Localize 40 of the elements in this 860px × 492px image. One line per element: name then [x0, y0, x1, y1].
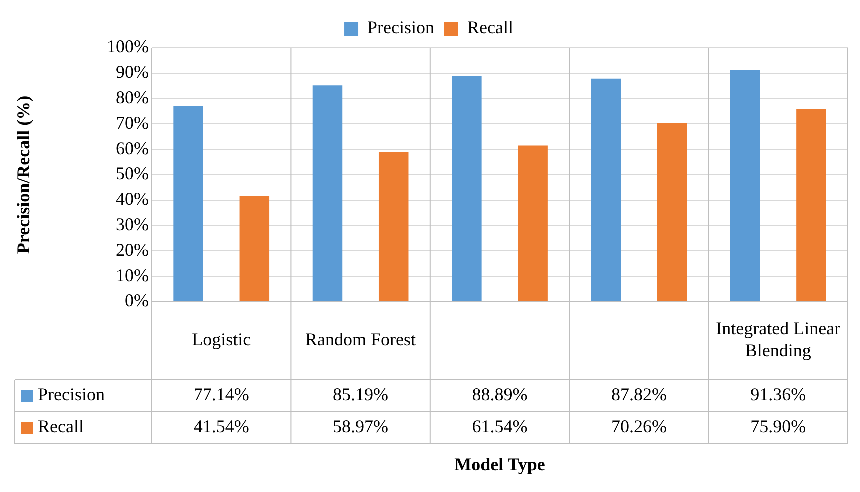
y-tick-label: 20%: [116, 240, 149, 260]
y-tick-label: 10%: [116, 265, 149, 286]
bar: [518, 146, 548, 302]
legend-label: Recall: [468, 18, 514, 38]
data-label: 77.14%: [194, 384, 250, 405]
y-tick-label: 100%: [107, 36, 149, 57]
data-label: 91.36%: [750, 384, 806, 405]
data-label: 58.97%: [333, 416, 389, 437]
data-label: 75.90%: [750, 416, 806, 437]
bar: [378, 152, 409, 302]
legend-label: Precision: [368, 18, 435, 38]
x-tick-label: Logistic: [192, 330, 252, 350]
text: Recall: [38, 416, 84, 437]
y-tick-label: 30%: [116, 214, 149, 235]
bar: [174, 106, 204, 302]
y-tick-label: 50%: [116, 164, 149, 184]
y-tick-label: 40%: [116, 189, 149, 210]
x-tick-label: Random Forest: [306, 330, 416, 350]
data-label: 88.89%: [472, 384, 528, 405]
data-label: 41.54%: [194, 416, 250, 437]
bar: [730, 70, 760, 302]
y-axis-title: Precision/Recall (%): [13, 96, 34, 254]
y-tick-label: 80%: [116, 88, 149, 108]
bar: [591, 78, 622, 302]
bar: [240, 196, 270, 302]
data-label: 87.82%: [611, 384, 667, 405]
data-label: 70.26%: [611, 416, 667, 437]
bar: [796, 109, 826, 302]
bar: [657, 124, 688, 302]
y-tick-label: 70%: [116, 112, 149, 133]
data-label: 85.19%: [333, 384, 389, 405]
data-label: 61.54%: [472, 416, 528, 437]
bar: [452, 76, 482, 302]
text: Model Type: [454, 454, 546, 475]
y-tick-label: 0%: [125, 290, 149, 311]
text: Precision: [38, 384, 105, 405]
y-tick-label: 60%: [116, 138, 149, 158]
bar: [312, 86, 343, 302]
y-tick-label: 90%: [116, 62, 149, 82]
x-tick-label: Integrated Linear Blending: [716, 318, 841, 361]
